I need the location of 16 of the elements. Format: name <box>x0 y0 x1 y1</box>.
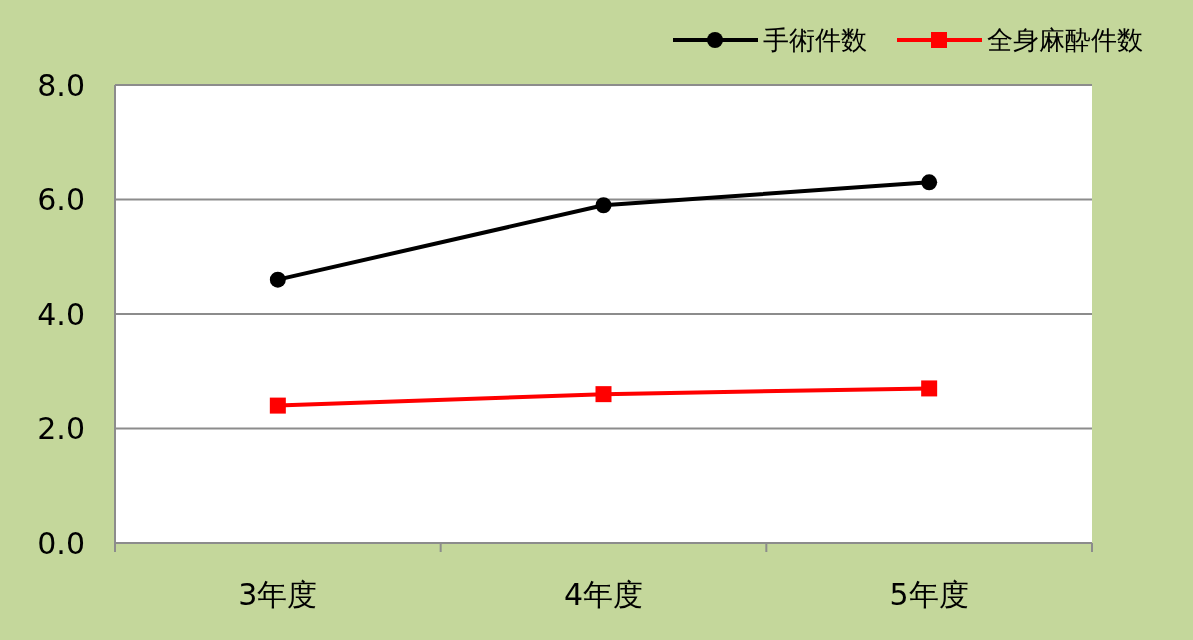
x-tick-label: 4年度 <box>563 577 644 612</box>
x-tick-label: 5年度 <box>889 577 969 612</box>
point <box>269 271 286 288</box>
legend-label: 全身麻酔件数 <box>987 25 1143 55</box>
point <box>595 386 612 403</box>
y-tick-label: 4.0 <box>37 296 85 332</box>
y-tick-label: 2.0 <box>37 411 85 446</box>
y-tick-label: 6.0 <box>37 182 85 217</box>
legend-label: 手術件数 <box>763 25 867 55</box>
y-tick-label: 8.0 <box>37 67 85 103</box>
point <box>269 397 286 414</box>
y-tick-label: 0.0 <box>37 525 85 561</box>
point <box>921 174 938 191</box>
point <box>921 380 938 397</box>
x-tick-label: 3年度 <box>238 577 318 612</box>
point <box>595 197 612 214</box>
